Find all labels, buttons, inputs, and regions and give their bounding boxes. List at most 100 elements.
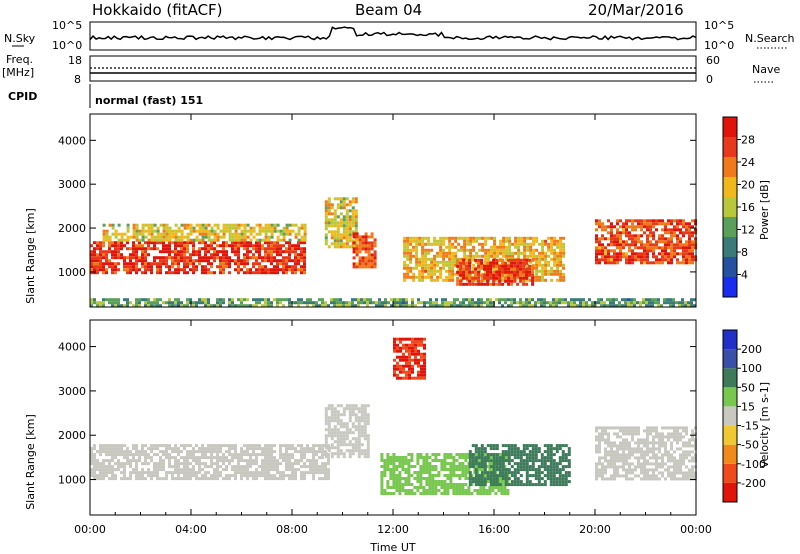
velocity-cell xyxy=(474,447,478,451)
power-cell xyxy=(264,241,267,245)
velocity-cell xyxy=(204,450,207,454)
velocity-cell xyxy=(643,429,646,433)
velocity-cell xyxy=(407,477,411,480)
velocity-cell xyxy=(386,480,390,483)
velocity-cell xyxy=(643,474,646,478)
power-cell xyxy=(664,228,667,232)
velocity-cell xyxy=(270,453,273,457)
velocity-cell xyxy=(252,459,255,463)
velocity-cell xyxy=(252,462,255,466)
power-cell xyxy=(519,279,523,283)
velocity-cell xyxy=(255,459,258,463)
power-cell xyxy=(207,304,210,308)
power-cell xyxy=(165,223,169,227)
velocity-cell xyxy=(333,446,337,450)
velocity-cell xyxy=(135,447,138,451)
power-cell xyxy=(339,304,342,308)
velocity-cell xyxy=(360,407,364,411)
power-cell xyxy=(216,304,219,308)
power-cell xyxy=(354,224,358,228)
velocity-cell xyxy=(449,471,453,474)
power-cell xyxy=(267,229,271,233)
velocity-cell xyxy=(345,422,349,426)
power-cell xyxy=(510,301,513,305)
power-cell xyxy=(646,237,649,241)
power-cell xyxy=(631,243,634,247)
power-cell xyxy=(646,222,649,226)
velocity-cell xyxy=(210,453,213,457)
velocity-cell xyxy=(467,468,471,471)
velocity-cell xyxy=(117,462,120,466)
velocity-cell xyxy=(552,471,556,475)
velocity-cell xyxy=(279,474,282,478)
power-cell xyxy=(501,261,505,265)
power-cell xyxy=(288,301,291,305)
power-cell xyxy=(162,241,165,245)
power-cell xyxy=(676,234,679,238)
power-cell xyxy=(604,228,607,232)
velocity-cell xyxy=(150,450,153,454)
velocity-cell xyxy=(477,477,481,481)
velocity-cell xyxy=(339,434,343,438)
velocity-cell xyxy=(495,477,499,481)
power-cell xyxy=(183,253,186,257)
velocity-cell xyxy=(405,370,408,374)
power-cell xyxy=(384,301,387,305)
power-cell xyxy=(342,221,346,225)
power-cell xyxy=(141,244,144,248)
power-cell xyxy=(435,301,438,305)
power-cell xyxy=(541,239,545,243)
power-cell xyxy=(195,238,199,242)
power-cell xyxy=(651,304,654,308)
power-cell xyxy=(676,243,679,247)
power-cell xyxy=(598,258,601,262)
velocity-cell xyxy=(497,486,501,489)
velocity-cell xyxy=(501,444,505,448)
velocity-cell xyxy=(351,413,355,417)
power-cell xyxy=(336,233,340,237)
power-cell xyxy=(415,275,419,279)
power-cell xyxy=(424,254,428,258)
velocity-cell xyxy=(492,483,496,487)
power-cell xyxy=(490,251,494,255)
power-cell xyxy=(243,298,246,302)
velocity-cell xyxy=(646,477,649,481)
power-cell xyxy=(351,239,355,243)
power-cell xyxy=(636,301,639,305)
velocity-cell xyxy=(685,465,688,469)
velocity-cell xyxy=(522,483,526,487)
velocity-cell xyxy=(246,465,249,469)
velocity-cell xyxy=(649,426,652,430)
velocity-cell xyxy=(243,468,246,472)
power-cell xyxy=(336,230,340,234)
power-cell xyxy=(676,228,679,232)
power-cell xyxy=(478,236,482,240)
velocity-cell xyxy=(503,456,507,459)
cpid-label: CPID xyxy=(8,90,37,103)
velocity-cell xyxy=(468,471,472,475)
power-cell xyxy=(165,301,168,305)
velocity-cell xyxy=(159,477,162,481)
velocity-cell xyxy=(413,492,417,495)
power-cell xyxy=(258,247,261,251)
power-cell xyxy=(477,304,480,308)
velocity-cell xyxy=(522,462,526,466)
power-cell xyxy=(324,212,328,216)
power-cell xyxy=(165,247,168,251)
power-cell xyxy=(477,273,481,277)
power-cell xyxy=(655,255,658,259)
power-cell xyxy=(355,232,359,236)
velocity-cell xyxy=(458,492,462,495)
power-cell xyxy=(246,244,249,248)
velocity-cell xyxy=(392,465,396,468)
power-cell xyxy=(433,239,437,243)
power-cell xyxy=(547,245,551,249)
velocity-cell xyxy=(132,468,135,472)
velocity-cell xyxy=(300,456,303,460)
power-cell xyxy=(504,264,508,268)
power-cell xyxy=(409,254,413,258)
velocity-cell xyxy=(440,462,444,465)
power-cell xyxy=(433,266,437,270)
power-cell xyxy=(507,276,511,280)
